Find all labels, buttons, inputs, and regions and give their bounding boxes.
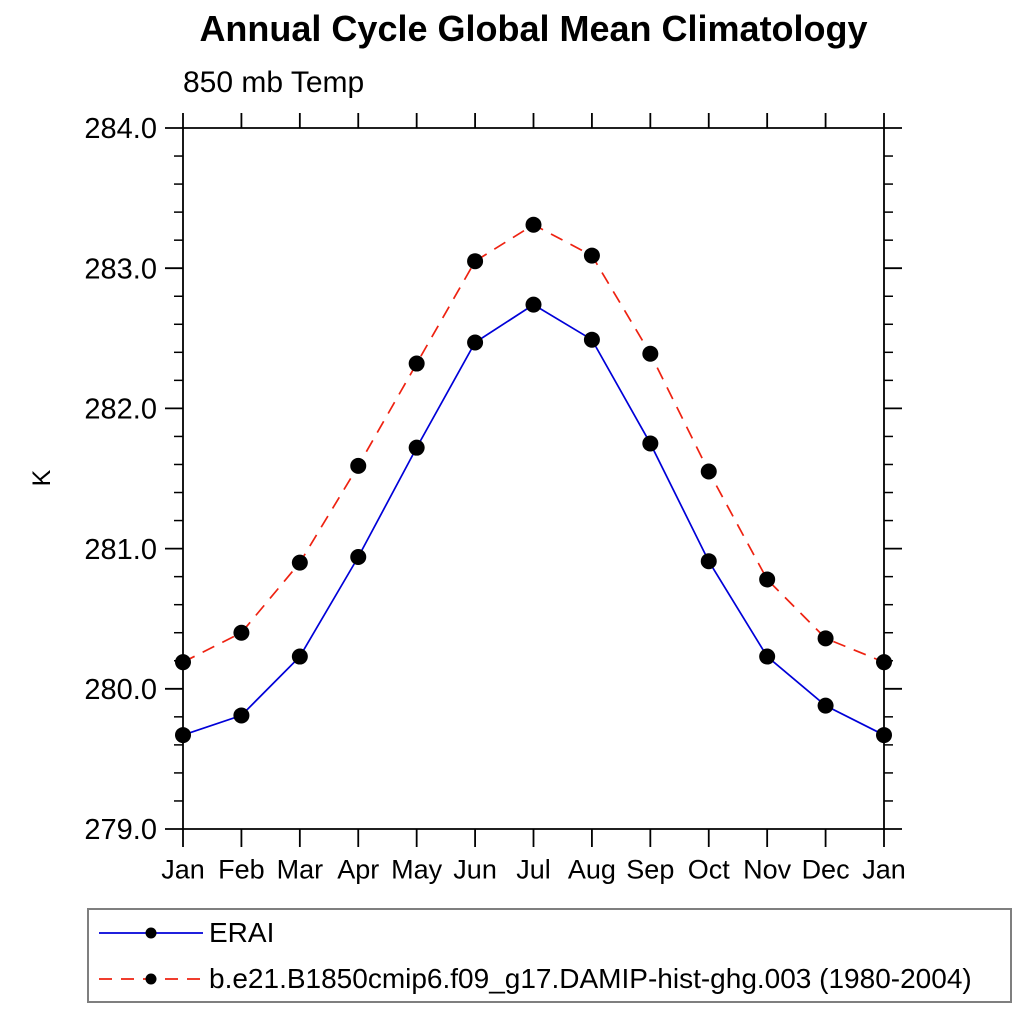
data-point-marker — [408, 439, 425, 456]
data-point-marker — [876, 727, 892, 744]
data-point-marker — [876, 654, 892, 671]
data-point-marker — [291, 554, 308, 571]
axes-group: Jan Feb Mar Apr May Jun Jul Aug Sep Oct Nov Dec Jan2… — [84, 113, 906, 884]
data-point-marker — [700, 463, 717, 480]
x-tick-label: Dec — [802, 854, 850, 884]
x-tick-label: Mar — [277, 854, 324, 884]
data-point-marker — [759, 571, 776, 588]
x-tick-label: Jan — [862, 854, 906, 884]
x-tick-label: Apr — [337, 854, 379, 884]
data-point-marker — [175, 727, 191, 744]
data-point-marker — [291, 648, 308, 665]
legend-sample-model — [99, 973, 203, 984]
legend-label-erai: ERAI — [209, 916, 275, 948]
data-point-marker — [467, 253, 484, 270]
data-point-marker — [233, 707, 250, 724]
data-point-marker — [233, 624, 250, 641]
data-point-marker — [759, 648, 776, 665]
y-tick-label: 284.0 — [84, 113, 157, 145]
legend-label-model: b.e21.B1850cmip6.f09_g17.DAMIP-hist-ghg.… — [209, 962, 972, 994]
x-tick-label: Sep — [626, 854, 674, 884]
data-point-marker — [817, 697, 834, 714]
y-tick-label: 283.0 — [84, 253, 157, 285]
x-tick-label: Jun — [453, 854, 497, 884]
x-tick-label: Jan — [161, 854, 205, 884]
data-point-marker — [408, 355, 425, 372]
chart-title: Annual Cycle Global Mean Climatology — [199, 8, 868, 49]
legend-box: ERAI b.e21.B1850cmip6.f09_g17.DAMIP-hist… — [87, 908, 1012, 1003]
legend-marker-icon — [145, 927, 157, 938]
data-point-marker — [817, 630, 834, 647]
plot-frame — [182, 127, 885, 830]
chart-subtitle: 850 mb Temp — [183, 66, 365, 99]
y-axis-label: K — [28, 469, 56, 486]
data-point-marker — [700, 553, 717, 570]
y-tick-label: 282.0 — [84, 394, 157, 426]
y-tick-label: 280.0 — [84, 674, 157, 706]
x-tick-label: May — [391, 854, 443, 884]
data-point-marker — [525, 296, 542, 313]
series-line-0 — [182, 303, 885, 736]
data-point-marker — [525, 216, 542, 233]
x-tick-label: Jul — [516, 854, 551, 884]
series-group — [175, 216, 892, 744]
data-point-marker — [467, 334, 484, 351]
x-tick-label: Aug — [568, 854, 616, 884]
data-point-marker — [642, 345, 659, 362]
legend-sample-erai — [99, 927, 203, 938]
series-line-1 — [182, 223, 885, 663]
data-point-marker — [350, 457, 367, 474]
legend-marker-icon — [145, 973, 157, 984]
data-point-marker — [642, 435, 659, 452]
y-tick-label: 281.0 — [84, 534, 157, 566]
data-point-marker — [175, 654, 191, 671]
data-point-marker — [583, 247, 600, 264]
x-tick-label: Nov — [743, 854, 792, 884]
data-point-marker — [583, 331, 600, 348]
legend-item-model: b.e21.B1850cmip6.f09_g17.DAMIP-hist-ghg.… — [89, 958, 1010, 1000]
legend-item-erai: ERAI — [89, 912, 1010, 954]
x-tick-label: Feb — [218, 854, 265, 884]
data-point-marker — [350, 549, 367, 566]
y-tick-label: 279.0 — [84, 814, 157, 846]
x-tick-label: Oct — [688, 854, 731, 884]
